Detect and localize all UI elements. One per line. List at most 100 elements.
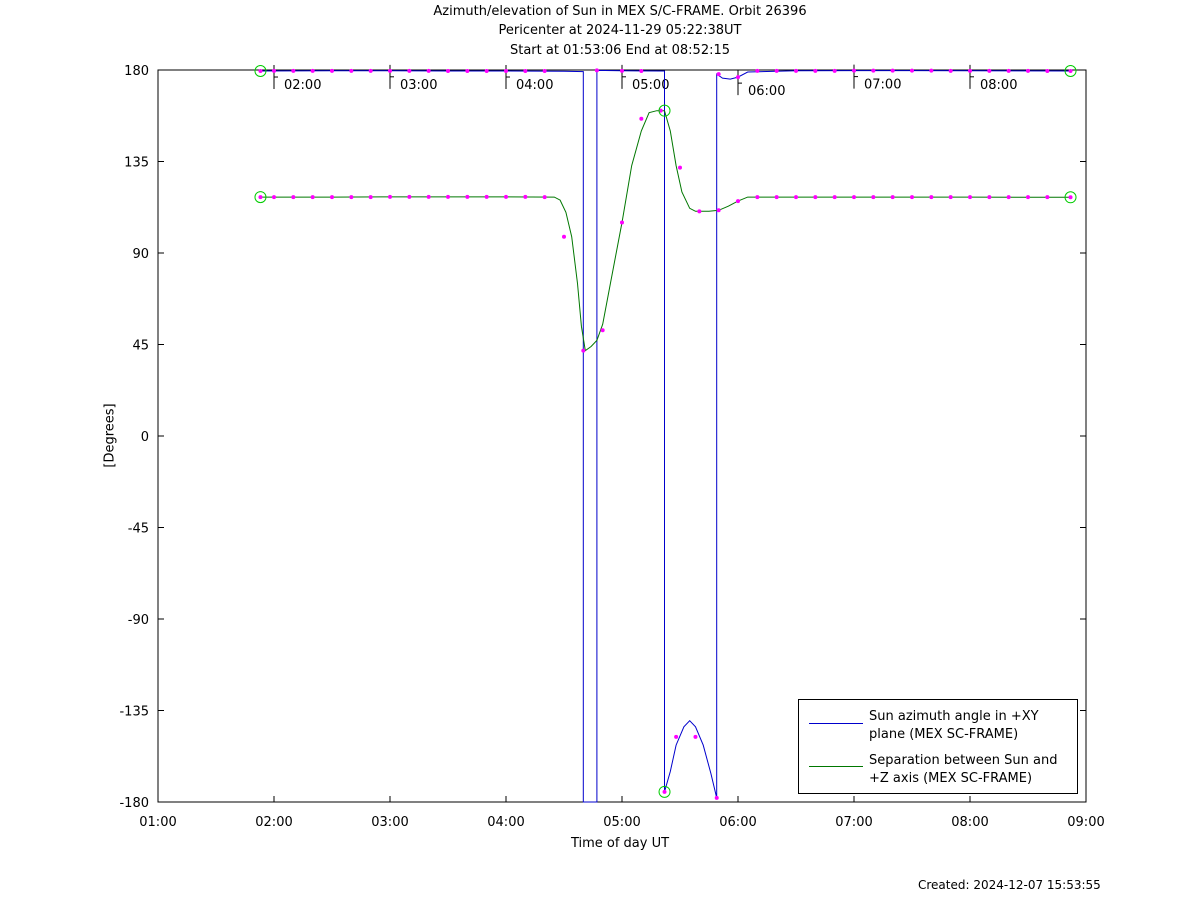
data-point-marker (736, 199, 740, 204)
y-tick-label: -180 (119, 796, 149, 811)
data-point-marker (1068, 195, 1073, 200)
data-point-marker (813, 195, 818, 200)
data-point-marker (832, 68, 837, 73)
data-point-marker (349, 195, 354, 200)
endpoint-circle (1064, 191, 1077, 204)
y-tick-label: -135 (119, 705, 149, 720)
data-point-marker (465, 69, 470, 74)
chart-title: Azimuth/elevation of Sun in MEX S/C-FRAM… (433, 4, 807, 19)
data-point-marker (693, 734, 698, 739)
data-point-marker (388, 68, 392, 73)
data-point-marker (368, 68, 373, 73)
hour-marker-label: 03:00 (400, 78, 437, 93)
y-axis-label: [Degrees] (102, 403, 118, 468)
y-tick-label: 135 (124, 156, 149, 171)
data-point-marker (968, 68, 972, 73)
x-tick-label: 04:00 (487, 815, 524, 830)
data-point-marker (929, 68, 934, 73)
data-point-marker (639, 69, 644, 74)
y-tick-label: 180 (124, 64, 149, 79)
data-point-marker (581, 348, 586, 353)
data-point-marker (1026, 68, 1030, 73)
hour-marker-label: 08:00 (980, 78, 1017, 93)
data-point-marker (600, 328, 605, 333)
legend-swatch-separation (809, 766, 863, 767)
data-point-marker (407, 68, 412, 73)
data-point-marker (542, 69, 547, 74)
data-point-marker (504, 69, 508, 74)
chart-subtitle-range: Start at 01:53:06 End at 08:52:15 (509, 43, 731, 58)
hour-marker-label: 07:00 (864, 78, 901, 93)
data-point-marker (852, 68, 856, 73)
y-tick-label: 0 (141, 430, 149, 445)
x-tick-label: 07:00 (835, 815, 872, 830)
data-point-marker (794, 195, 798, 200)
hour-marker-label: 05:00 (632, 78, 669, 93)
data-point-marker (678, 165, 682, 170)
data-point-marker (310, 68, 315, 73)
data-point-marker (272, 68, 276, 73)
data-point-marker (330, 195, 334, 200)
endpoint-circle (658, 785, 671, 798)
x-tick-label: 05:00 (603, 815, 640, 830)
hour-marker-label: 04:00 (516, 78, 553, 93)
data-point-marker (368, 195, 373, 200)
data-point-marker (910, 68, 914, 73)
data-point-marker (987, 68, 992, 73)
endpoint-circle (658, 104, 671, 117)
data-point-marker (1045, 69, 1050, 74)
endpoint-circle (1064, 65, 1077, 78)
chart-legend: Sun azimuth angle in +XY plane (MEX SC-F… (798, 699, 1078, 794)
data-point-marker (948, 195, 953, 200)
y-tick-label: -90 (128, 613, 149, 628)
data-point-marker (258, 195, 263, 200)
legend-label-azimuth-line1: Sun azimuth angle in +XY (869, 709, 1039, 724)
x-tick-label: 03:00 (371, 815, 408, 830)
data-point-marker (755, 195, 760, 200)
series-line-separation (260, 110, 1071, 352)
data-point-marker (446, 69, 450, 74)
data-point-marker (542, 195, 547, 200)
data-point-marker (349, 68, 354, 73)
data-point-marker (1045, 195, 1050, 200)
data-point-marker (716, 208, 721, 213)
data-point-marker (272, 195, 276, 200)
data-point-marker (714, 795, 719, 800)
data-point-marker (929, 195, 934, 200)
data-point-marker (987, 195, 992, 200)
data-point-marker (1006, 68, 1011, 73)
data-point-marker (736, 75, 740, 80)
data-point-marker (813, 68, 818, 73)
hour-marker-label: 06:00 (748, 84, 785, 99)
data-point-marker (310, 195, 315, 200)
data-point-marker (426, 194, 431, 199)
data-point-marker (620, 68, 624, 73)
data-point-marker (523, 69, 528, 74)
x-axis-label: Time of day UT (570, 836, 670, 851)
data-point-marker (697, 209, 702, 214)
x-tick-label: 01:00 (139, 815, 176, 830)
data-point-marker (794, 68, 798, 73)
legend-label-azimuth-line2: plane (MEX SC-FRAME) (869, 727, 1019, 742)
data-point-marker (484, 194, 489, 199)
data-point-marker (1068, 69, 1073, 74)
legend-swatch-azimuth (809, 723, 863, 724)
data-point-marker (620, 220, 624, 225)
data-point-marker (716, 72, 721, 77)
data-point-marker (1026, 195, 1030, 200)
y-tick-label: 90 (132, 247, 149, 262)
data-point-marker (890, 68, 895, 73)
series-line-azimuth (260, 69, 1071, 803)
data-point-marker (774, 195, 779, 200)
data-point-marker (504, 194, 508, 199)
data-point-marker (407, 194, 412, 199)
data-point-marker (562, 234, 566, 239)
hour-marker-label: 02:00 (284, 78, 321, 93)
data-point-marker (674, 734, 679, 739)
data-point-marker (662, 789, 667, 794)
legend-label-separation-line1: Separation between Sun and (869, 753, 1058, 768)
data-point-marker (910, 195, 914, 200)
data-point-marker (484, 69, 489, 74)
data-point-marker (852, 195, 856, 200)
